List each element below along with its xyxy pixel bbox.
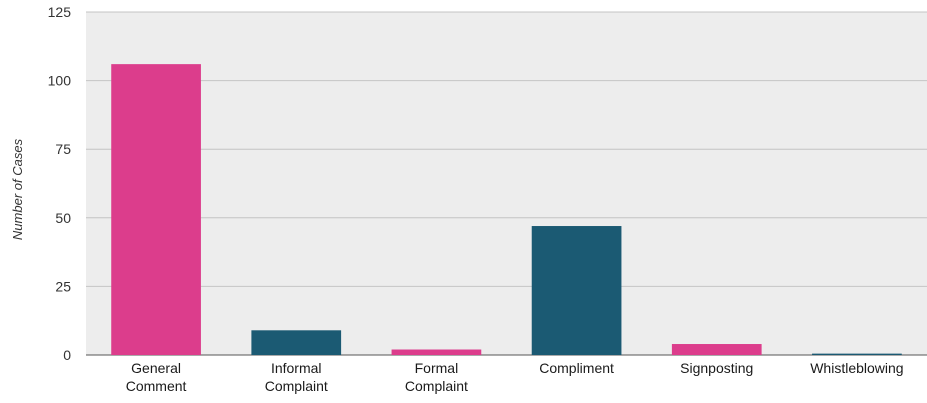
x-tick-label: Informal Complaint [265, 360, 328, 394]
gridlines [86, 11, 927, 356]
bar [531, 226, 622, 355]
bar [111, 64, 201, 356]
y-tick-label: 50 [55, 210, 71, 226]
x-tick-label: General Comment [126, 360, 187, 394]
plot-area [86, 12, 927, 355]
x-tick-label: Compliment [539, 360, 614, 376]
y-tick-label: 100 [48, 73, 72, 89]
x-axis-ticks: General Comment Informal Complaint Formal Com… [126, 360, 904, 394]
y-tick-label: 75 [55, 141, 71, 157]
bars [111, 64, 902, 356]
bar [391, 349, 482, 355]
bar [812, 353, 902, 355]
y-tick-label: 25 [55, 278, 71, 294]
y-tick-label: 0 [63, 347, 71, 363]
x-tick-label: Formal Complaint [405, 360, 468, 394]
x-tick-label: Signposting [680, 360, 753, 376]
y-axis-ticks: 0 25 50 75 100 125 [48, 4, 72, 363]
y-tick-label: 125 [48, 4, 72, 20]
y-axis-title: Number of Cases [10, 138, 25, 240]
bar [671, 344, 762, 355]
bar [251, 330, 342, 355]
x-tick-label: Whistleblowing [810, 360, 903, 376]
